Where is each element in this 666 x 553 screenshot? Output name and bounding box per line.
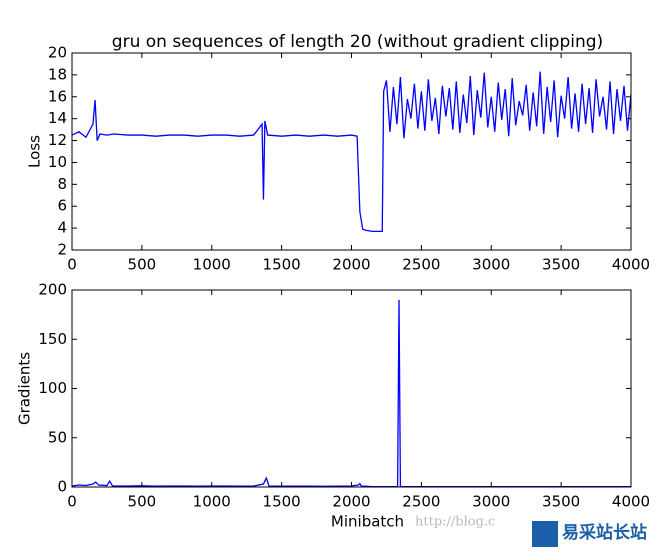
x-axis-label: Minibatch [331, 513, 404, 531]
x-tick-label: 4000 [612, 493, 650, 511]
x-tick-label: 1000 [193, 256, 231, 274]
x-tick-label: 1000 [193, 493, 231, 511]
x-tick-label: 3000 [472, 256, 510, 274]
axes-frame [71, 289, 632, 488]
y-axis-label: Loss [26, 135, 44, 168]
x-tick-label: 4000 [612, 256, 650, 274]
y-tick-label: 8 [57, 175, 67, 193]
x-tick-label: 3500 [542, 256, 580, 274]
y-tick-label: 150 [38, 330, 67, 348]
y-tick-label: 4 [57, 219, 67, 237]
loss-line [71, 299, 631, 488]
watermark-logo: 易采站长站 [562, 522, 647, 543]
x-tick-label: 1500 [263, 493, 301, 511]
y-tick-label: 50 [48, 428, 67, 446]
y-tick-label: 16 [48, 87, 67, 105]
loss-line [71, 71, 632, 233]
x-tick-label: 0 [67, 493, 77, 511]
x-tick-label: 0 [67, 256, 77, 274]
x-tick-label: 2000 [332, 493, 370, 511]
x-tick-label: 2000 [332, 256, 370, 274]
x-tick-label: 3000 [472, 493, 510, 511]
y-tick-label: 12 [48, 131, 67, 149]
y-tick-label: 10 [48, 153, 67, 171]
x-tick-label: 1500 [263, 256, 301, 274]
y-tick-label: 2 [57, 241, 67, 259]
x-tick-label: 3500 [542, 493, 580, 511]
x-tick-label: 2500 [402, 256, 440, 274]
y-tick-label: 18 [48, 65, 67, 83]
chart-title: gru on sequences of length 20 (without g… [112, 32, 603, 52]
watermark-url: http://blog.c [415, 515, 495, 530]
watermark-logo-icon [532, 521, 558, 547]
y-tick-label: 6 [57, 197, 67, 215]
y-tick-label: 100 [38, 379, 67, 397]
y-tick-label: 14 [48, 109, 67, 127]
x-tick-label: 2500 [402, 493, 440, 511]
x-tick-label: 500 [128, 493, 157, 511]
y-tick-label: 200 [38, 281, 67, 299]
y-tick-label: 0 [57, 478, 67, 496]
axes-frame [71, 52, 632, 251]
y-tick-label: 20 [48, 44, 67, 62]
x-tick-label: 500 [128, 256, 157, 274]
y-axis-label: Gradients [16, 352, 34, 425]
